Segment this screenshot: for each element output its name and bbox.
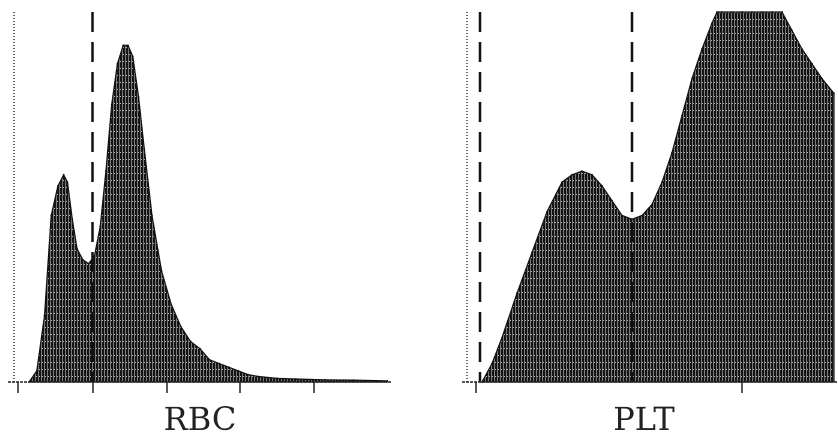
rbc-data-point [275,377,278,380]
plt-data-point [741,11,743,13]
plt-data-point [801,48,803,50]
rbc-data-point [137,96,140,98]
rbc-data-point [110,103,113,106]
rbc-data-point [160,270,163,272]
rbc-data-point [87,262,90,265]
rbc-x-ticks [17,382,315,393]
plt-distribution-marks [480,11,835,383]
rbc-data-point [151,214,153,217]
rbc-data-point [237,370,240,372]
plt-data-point [491,362,493,365]
rbc-data-point [43,314,46,317]
plt-data-point [561,181,563,184]
plt-data-point [751,11,753,13]
rbc-data-point [62,173,65,176]
rbc-data-point [105,170,107,173]
plt-data-point [791,29,793,32]
rbc-data-point [170,303,173,306]
plt-data-point [501,336,503,339]
plt-data-point [731,11,733,13]
plt-data-point [661,181,663,184]
rbc-data-point [82,259,84,261]
plt-data-point [833,92,835,95]
rbc-histogram-panel: RBC [8,12,392,437]
plt-data-point [641,214,643,217]
rbc-data-point [189,340,192,343]
plt-data-point [821,77,823,80]
plt-data-point [701,48,703,50]
rbc-data-point [208,358,211,361]
rbc-data-point [50,214,53,217]
plt-data-point [771,11,773,13]
plt-data-point [591,173,593,176]
rbc-data-point [256,375,259,378]
plt-data-point [781,11,783,13]
plt-data-point [811,62,813,65]
plt-histogram-panel: PLT [462,11,838,437]
rbc-data-point [76,247,78,250]
rbc-chart-title: RBC [164,400,237,437]
rbc-data-point [71,218,74,221]
plt-data-point [671,151,673,154]
plt-threshold-markers [478,12,634,382]
plt-data-point [681,114,683,117]
rbc-data-point [99,225,102,228]
rbc-data-point [116,62,119,65]
plt-data-point [601,185,603,187]
rbc-distribution-area [27,44,388,383]
plt-data-point [716,11,718,13]
rbc-data-point [179,325,182,328]
plt-chart-title: PLT [613,400,675,437]
rbc-data-point [218,362,221,365]
plt-data-point [611,199,613,202]
rbc-data-point [199,347,201,350]
plt-data-point [621,214,623,217]
plt-data-point [571,173,573,176]
rbc-data-point [227,366,230,369]
plt-data-point [711,22,713,24]
rbc-data-point [93,255,96,258]
plt-data-point [546,210,548,213]
plt-data-point [581,170,583,173]
rbc-data-point [57,185,59,187]
plt-data-point [651,203,653,206]
plt-data-point [721,11,723,13]
plt-data-point [691,77,693,80]
plt-x-ticks [475,382,743,393]
plt-distribution-area [480,11,835,383]
plt-data-point [531,251,533,254]
rbc-data-point [122,44,125,47]
rbc-data-point [35,370,38,372]
plt-data-point [761,11,763,13]
rbc-data-point [295,378,297,380]
rbc-data-point [127,44,129,47]
plt-data-point [516,292,518,295]
rbc-distribution-marks [27,44,389,383]
plt-data-point [631,218,633,221]
rbc-data-point [131,55,134,58]
rbc-data-point [66,181,69,184]
rbc-data-point [352,379,355,381]
rbc-data-point [323,378,326,381]
rbc-data-point [247,373,249,376]
rbc-data-point [143,148,146,150]
